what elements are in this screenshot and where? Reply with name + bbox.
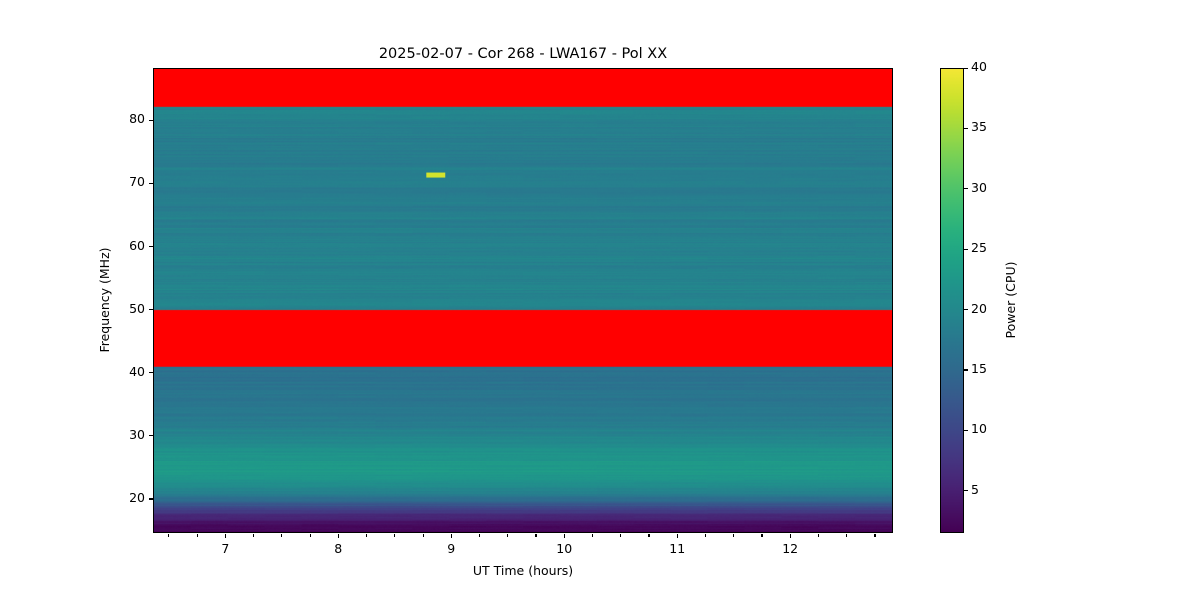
- x-tick-mark-minor: [479, 534, 481, 537]
- spectrogram-axes[interactable]: [153, 68, 893, 533]
- colorbar-tick-mark: [964, 188, 968, 190]
- x-tick-mark-minor: [733, 534, 735, 537]
- x-tick-mark: [563, 534, 565, 538]
- x-tick-mark-minor: [874, 534, 876, 537]
- x-tick-mark-minor: [281, 534, 283, 537]
- x-tick-mark-minor: [704, 534, 707, 537]
- x-tick-mark-minor: [817, 534, 820, 537]
- y-axis-label: Frequency (MHz): [97, 247, 112, 353]
- x-tick-label: 8: [334, 541, 343, 556]
- x-tick-mark: [676, 534, 678, 538]
- x-tick-label: 11: [669, 541, 686, 556]
- colorbar-label: Power (CPU): [1003, 261, 1018, 339]
- spectrogram-image: [154, 69, 892, 532]
- x-tick-mark-minor: [591, 534, 594, 537]
- y-tick-mark: [149, 246, 153, 248]
- x-axis-label: UT Time (hours): [472, 563, 574, 578]
- colorbar-tick-label: 35: [971, 119, 987, 135]
- colorbar-gradient: [941, 69, 963, 532]
- colorbar-tick-mark: [964, 248, 968, 250]
- y-tick-mark: [149, 498, 153, 500]
- colorbar-tick-label: 25: [971, 240, 987, 256]
- colorbar-tick-label: 20: [971, 300, 987, 316]
- y-tick-label: 30: [129, 426, 145, 442]
- y-tick-label: 50: [129, 300, 145, 316]
- colorbar-tick-mark: [964, 127, 968, 129]
- x-tick-mark-minor: [507, 534, 509, 537]
- x-tick-mark-minor: [846, 534, 848, 537]
- x-tick-mark: [789, 534, 791, 538]
- y-tick-label: 60: [129, 237, 145, 253]
- x-tick-label: 9: [447, 541, 456, 556]
- x-tick-mark-minor: [535, 534, 537, 537]
- colorbar-tick-label: 15: [971, 360, 987, 376]
- y-tick-label: 40: [129, 363, 145, 379]
- x-tick-mark-minor: [253, 534, 255, 537]
- y-tick-mark: [149, 182, 153, 185]
- x-tick-mark-minor: [648, 534, 650, 537]
- colorbar-tick-mark: [964, 67, 968, 69]
- y-tick-mark: [149, 435, 153, 437]
- x-tick-mark: [224, 534, 226, 538]
- x-tick-label: 10: [556, 541, 573, 556]
- x-tick-mark-minor: [422, 534, 424, 537]
- colorbar-axes[interactable]: [940, 68, 964, 533]
- x-tick-label: 12: [782, 541, 799, 556]
- x-tick-mark-minor: [196, 534, 198, 537]
- colorbar-tick-mark: [964, 309, 968, 311]
- x-tick-mark-minor: [309, 534, 311, 537]
- y-tick-mark: [149, 372, 153, 374]
- colorbar-tick-mark: [964, 429, 968, 431]
- x-tick-mark-minor: [168, 534, 170, 537]
- plot-title: 2025-02-07 - Cor 268 - LWA167 - Pol XX: [378, 46, 668, 62]
- colorbar-tick-mark: [964, 490, 968, 492]
- colorbar-tick-label: 10: [971, 421, 987, 437]
- y-tick-label: 80: [129, 111, 145, 127]
- colorbar-tick-label: 30: [971, 179, 987, 195]
- x-tick-mark: [337, 534, 339, 538]
- x-tick-label: 7: [221, 541, 230, 556]
- colorbar-tick-label: 40: [971, 59, 987, 74]
- x-tick-mark-minor: [620, 534, 622, 537]
- x-tick-mark-minor: [761, 534, 763, 537]
- colorbar-tick-label: 5: [971, 481, 979, 497]
- colorbar-tick-mark: [964, 369, 968, 371]
- y-tick-label: 20: [129, 489, 145, 505]
- y-tick-mark: [149, 309, 153, 311]
- x-tick-mark-minor: [366, 534, 368, 537]
- x-tick-mark-minor: [394, 534, 396, 537]
- y-tick-label: 70: [129, 174, 145, 190]
- y-tick-mark: [149, 119, 153, 121]
- x-tick-mark: [450, 534, 452, 538]
